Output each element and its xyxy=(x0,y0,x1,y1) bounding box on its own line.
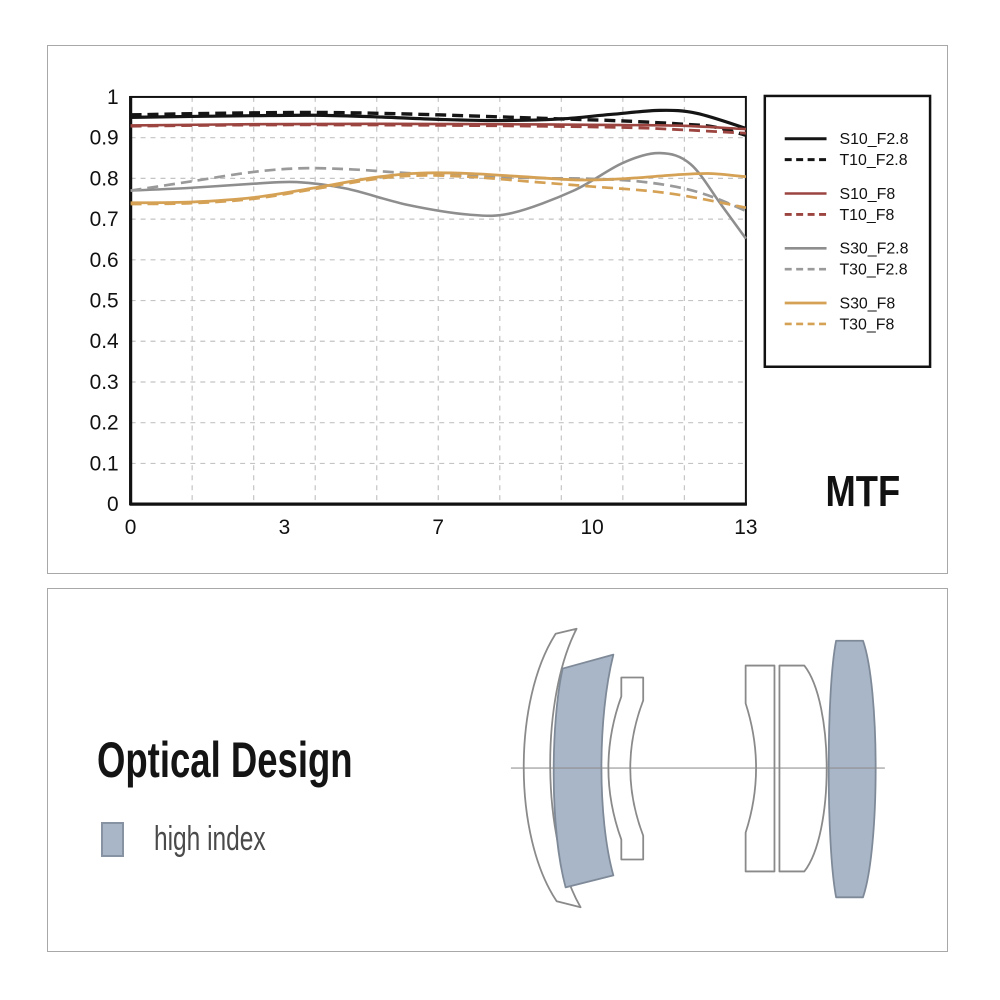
grid xyxy=(130,96,746,505)
series-line-T30_F8 xyxy=(130,174,747,209)
optical-design-panel: Optical Design high index xyxy=(47,588,948,952)
y-tick-label: 0.4 xyxy=(90,330,119,353)
chart-legend: S10_F2.8 T10_F2.8 S10_F8 T10_F8 S30_F2.8 T30_… xyxy=(763,94,932,368)
legend-entry-S30_F2.8: S30_F2.8 xyxy=(784,241,909,258)
series-line-T10_F8 xyxy=(130,123,746,135)
y-tick-label: 0.9 xyxy=(90,127,119,150)
y-tick-label: 0 xyxy=(107,493,119,516)
y-tick-label: 0.7 xyxy=(90,208,119,231)
y-tick-label: 0.2 xyxy=(90,412,119,435)
legend-entry-S10_F2.8: S10_F2.8 xyxy=(784,131,909,148)
legend-label: S10_F8 xyxy=(839,186,895,203)
lens-elements xyxy=(522,627,877,909)
legend-entry-T30_F2.8: T30_F2.8 xyxy=(784,262,908,279)
legend-entry-S10_F8: S10_F8 xyxy=(784,186,895,203)
lens-element-2-high-index xyxy=(552,653,615,889)
x-tick-label: 13 xyxy=(734,516,757,539)
lens-element-1 xyxy=(522,627,582,909)
mtf-label: MTF xyxy=(826,467,901,516)
legend-label: T30_F8 xyxy=(839,316,894,333)
legend-label: S10_F2.8 xyxy=(839,131,908,148)
legend-label: T10_F2.8 xyxy=(839,152,907,169)
legend-box xyxy=(763,94,932,368)
series-line-S10_F2.8 xyxy=(130,108,747,130)
high-index-legend: high index xyxy=(101,820,309,859)
x-tick-label: 3 xyxy=(279,516,291,539)
x-tick-label: 7 xyxy=(432,516,444,539)
legend-entry-T10_F2.8: T10_F2.8 xyxy=(784,152,908,169)
y-tick-label: 0.5 xyxy=(90,290,119,313)
y-tick-label: 0.8 xyxy=(90,167,119,190)
series-line-S30_F2.8 xyxy=(130,151,747,240)
high-index-swatch xyxy=(101,822,124,857)
lens-element-6-high-index xyxy=(827,639,877,899)
high-index-label: high index xyxy=(154,820,266,858)
x-tick-label: 0 xyxy=(125,516,137,539)
y-tick-label: 0.6 xyxy=(90,249,119,272)
legend-entry-T30_F8: T30_F8 xyxy=(784,316,894,333)
legend-label: S30_F8 xyxy=(839,296,895,313)
mtf-chart: 00.10.20.30.40.50.60.70.80.910 3 7 10 13S10_… xyxy=(90,86,932,539)
legend-label: S30_F2.8 xyxy=(839,241,908,258)
legend-label: T30_F2.8 xyxy=(839,262,907,279)
lens-diagram xyxy=(510,627,885,909)
legend-entry-T10_F8: T10_F8 xyxy=(784,207,894,224)
y-tick-label: 0.3 xyxy=(90,371,119,394)
y-tick-label: 1 xyxy=(107,86,119,109)
legend-label: T10_F8 xyxy=(839,207,894,224)
optical-design-title: Optical Design xyxy=(97,732,353,788)
legend-entry-S30_F8: S30_F8 xyxy=(784,296,895,313)
x-tick-label: 10 xyxy=(580,516,603,539)
y-tick-label: 0.1 xyxy=(90,452,119,475)
mtf-panel: 0 0.1 0.2 0.3 0.4 0.5 0.6 0.7 0.8 0.9 1 0 3 7 10 13 S10_… xyxy=(47,45,948,574)
